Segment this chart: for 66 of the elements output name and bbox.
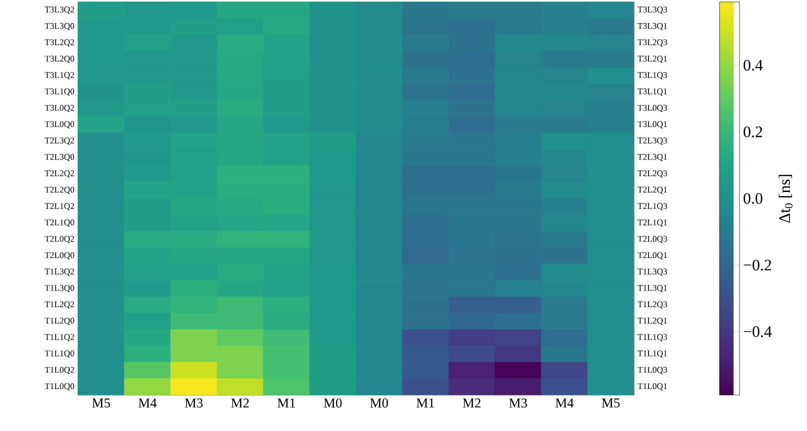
y-tick-label: T1L3Q0 <box>44 284 74 292</box>
y-tick-label: T1L1Q0 <box>44 350 74 358</box>
y-tick-label: T3L1Q2 <box>44 72 74 80</box>
y2-tick-label: T1L2Q1 <box>638 318 667 325</box>
x-tick-label: M4 <box>556 398 574 408</box>
y-tick-label: T1L2Q2 <box>44 301 74 309</box>
y2-tick-label: T3L0Q3 <box>638 104 668 112</box>
x-tick-label: M3 <box>509 398 527 408</box>
y-tick-label: T2L2Q0 <box>44 186 74 194</box>
y-tick-label: T3L3Q2 <box>44 6 74 14</box>
y2-tick-label: T3L1Q3 <box>638 72 668 80</box>
color-bar-label: 0.0 <box>744 193 762 204</box>
y2-tick-label: T1L1Q3 <box>638 334 668 342</box>
y-tick-label: T3L3Q0 <box>44 22 74 30</box>
y2-tick-label: T2L1Q3 <box>638 203 668 210</box>
y2-tick-label: T2L3Q3 <box>638 138 668 145</box>
y-tick-label: T2L0Q2 <box>44 236 74 244</box>
y-tick-label: T2L1Q2 <box>44 203 74 210</box>
y-tick-label: T3L0Q2 <box>44 104 74 112</box>
y2-tick-label: T2L0Q1 <box>638 252 667 260</box>
y2-tick-label: T1L1Q1 <box>638 350 667 358</box>
y2-tick-label: T3L3Q1 <box>638 23 667 30</box>
color-bar-title: Δt$_{0}$ [ns] <box>778 174 793 223</box>
y-tick-label: T1L3Q2 <box>44 268 74 276</box>
x-tick-label: M2 <box>231 398 249 408</box>
x-tick-label: M1 <box>278 398 296 408</box>
x-tick-label: M4 <box>138 398 157 408</box>
y2-tick-label: T1L0Q3 <box>638 366 668 374</box>
y2-tick-label: T3L2Q3 <box>638 39 668 47</box>
y-tick-label: T1L2Q0 <box>44 318 74 325</box>
x-tick-label: M0 <box>324 398 342 408</box>
y2-tick-label: T3L2Q1 <box>638 56 667 63</box>
y-tick-label: T2L3Q2 <box>44 138 74 145</box>
x-tick-label: M5 <box>602 398 620 408</box>
y-tick-label: T3L2Q0 <box>44 56 74 63</box>
color-bar-label: 0.4 <box>744 60 763 71</box>
color-bar-label: −0.4 <box>744 326 772 338</box>
y2-tick-label: T1L3Q3 <box>638 268 668 276</box>
y-tick-label: T1L0Q2 <box>44 366 74 374</box>
y-tick-label: T3L1Q0 <box>44 88 74 96</box>
x-tick-label: M5 <box>92 398 110 408</box>
y-tick-label: T1L0Q0 <box>44 383 74 390</box>
y2-tick-label: T2L2Q1 <box>638 186 667 194</box>
y-tick-label: T3L2Q2 <box>44 39 74 47</box>
y2-tick-label: T3L3Q3 <box>638 6 668 14</box>
y2-tick-label: T2L2Q3 <box>638 170 668 178</box>
y-tick-label: T2L3Q0 <box>44 154 74 162</box>
y-tick-label: T2L1Q0 <box>44 219 74 227</box>
y2-tick-label: T1L2Q3 <box>638 301 668 309</box>
x-tick-label: M3 <box>184 398 203 408</box>
y2-tick-label: T1L0Q1 <box>638 383 667 390</box>
y-tick-label: T1L1Q2 <box>44 334 74 342</box>
y-tick-label: T2L2Q2 <box>44 170 74 178</box>
y-tick-label: T2L0Q0 <box>44 252 74 260</box>
y-tick-label: T3L0Q0 <box>44 121 74 128</box>
y2-tick-label: T2L0Q3 <box>638 236 668 244</box>
color-bar-label: −0.2 <box>744 260 772 271</box>
y2-tick-label: T3L0Q1 <box>638 121 667 128</box>
x-tick-label: M2 <box>462 398 480 408</box>
color-bar-label: 0.2 <box>744 126 762 138</box>
y2-tick-label: T2L1Q1 <box>638 220 667 227</box>
x-tick-label: M1 <box>416 398 434 408</box>
y2-tick-label: T1L3Q1 <box>638 285 667 292</box>
y2-tick-label: T3L1Q1 <box>638 88 667 96</box>
y2-tick-label: T2L3Q1 <box>638 154 667 162</box>
x-tick-label: M0 <box>370 398 388 408</box>
